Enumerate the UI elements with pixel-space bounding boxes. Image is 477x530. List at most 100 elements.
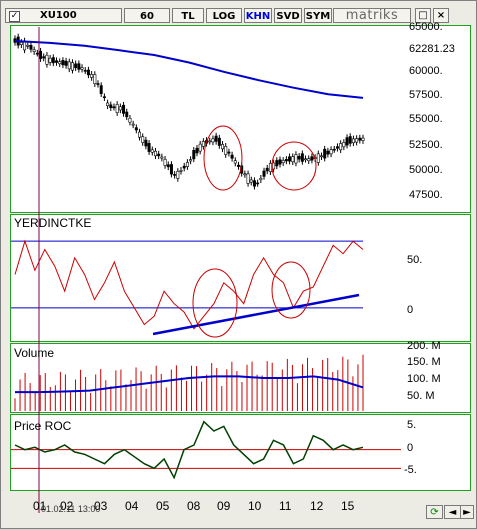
period-button[interactable]: 60: [124, 8, 170, 23]
candle-body: [304, 158, 308, 161]
candle-body: [55, 60, 59, 63]
candle-body: [64, 60, 68, 66]
refresh-icon[interactable]: ⟳: [426, 505, 443, 519]
volume-panel[interactable]: [10, 343, 471, 413]
candle-body: [265, 167, 269, 172]
symbol-selector[interactable]: ✓ XU100: [5, 8, 122, 23]
volume-title: Volume: [14, 346, 55, 360]
candle-body: [281, 160, 285, 163]
x-month-label: 11: [279, 499, 292, 513]
candle-body: [35, 52, 39, 55]
candle-body: [230, 154, 234, 159]
volume-moving-average-line: [15, 375, 364, 394]
x-month-label: 09: [217, 499, 231, 513]
x-month-label: 03: [94, 499, 108, 513]
candle-body: [262, 170, 266, 177]
candle-body: [160, 156, 164, 159]
candle-body: [163, 158, 167, 166]
candle-body: [93, 74, 97, 85]
restore-icon[interactable]: □: [415, 8, 431, 23]
price-y-label: 62281.23: [409, 43, 455, 55]
candle-body: [42, 56, 46, 59]
x-month-label: 01: [33, 499, 47, 513]
yerdinc-line: [14, 239, 364, 330]
candle-body: [278, 159, 282, 165]
candle-body: [61, 60, 65, 66]
yerdinc-panel[interactable]: [10, 214, 471, 342]
candle-body: [166, 164, 170, 168]
candle-body: [198, 143, 202, 152]
highlight-circle: [203, 125, 243, 191]
candle-body: [288, 156, 292, 162]
candle-body: [348, 136, 352, 144]
candle-body: [224, 146, 228, 155]
sym-button[interactable]: SYM: [304, 8, 332, 23]
x-month-label: 15: [341, 499, 355, 513]
candle-body: [179, 169, 183, 172]
candle-body: [86, 69, 90, 76]
candle-body: [326, 150, 330, 155]
candle-body: [275, 160, 279, 167]
candle-body: [58, 61, 62, 65]
candle-body: [80, 67, 84, 70]
x-month-label: 10: [248, 499, 262, 513]
candle-body: [182, 165, 186, 169]
candle-body: [195, 147, 199, 154]
roc-panel[interactable]: [10, 414, 471, 491]
price-y-label: 47500.: [409, 189, 443, 201]
candle-body: [45, 54, 49, 65]
close-icon[interactable]: ×: [433, 8, 449, 23]
currency-button[interactable]: TL: [172, 8, 204, 23]
candle-body: [134, 127, 138, 131]
candle-body: [96, 83, 100, 85]
candle-body: [150, 149, 154, 153]
roc-line: [14, 420, 364, 480]
candle-body: [335, 146, 339, 149]
candle-body: [144, 139, 148, 147]
log-scale-button[interactable]: LOG: [206, 8, 242, 23]
roc-y-label: -5.: [404, 464, 417, 476]
highlight-circle: [271, 261, 311, 319]
candle-body: [90, 74, 94, 78]
candle-body: [339, 143, 343, 151]
volume-y-label: 150. M: [407, 356, 441, 368]
x-month-label: 05: [156, 499, 170, 513]
volume-y-label: 200. M: [407, 340, 441, 352]
scroll-left-icon[interactable]: ◄: [444, 505, 461, 519]
svd-button[interactable]: SVD: [274, 8, 302, 23]
candle-body: [246, 173, 250, 184]
candle-body: [291, 156, 295, 163]
candle-body: [201, 141, 205, 147]
price-y-label: 57500.: [409, 89, 443, 101]
candle-body: [323, 148, 327, 159]
price-panel[interactable]: [10, 25, 471, 213]
scroll-right-icon[interactable]: ►: [460, 505, 474, 519]
candle-body: [173, 174, 177, 176]
roc-title: Price ROC: [14, 419, 72, 433]
candle-body: [157, 153, 161, 157]
candle-body: [329, 149, 333, 155]
candle-body: [233, 160, 237, 164]
yerdinc-title: YERDINCTKE: [14, 216, 92, 230]
price-y-label: 55000.: [409, 113, 443, 125]
candle-body: [358, 137, 362, 141]
candle-body: [109, 104, 113, 109]
khn-button[interactable]: KHN: [244, 8, 272, 23]
yerdinc-y-label: 0: [407, 304, 414, 316]
candle-body: [51, 57, 55, 64]
cursor-datetime: 01.02.11 13:00: [41, 504, 101, 514]
roc-y-label: 0: [407, 442, 414, 454]
checkbox-icon[interactable]: ✓: [9, 11, 20, 22]
candle-body: [307, 158, 311, 162]
candle-body: [249, 179, 253, 183]
candle-body: [332, 148, 336, 151]
candle-body: [185, 162, 189, 167]
candle-body: [294, 154, 298, 164]
candle-body: [221, 144, 225, 150]
candle-body: [319, 155, 323, 158]
candle-body: [141, 136, 145, 143]
symbol-label: XU100: [40, 10, 77, 21]
candle-body: [19, 42, 23, 46]
candle-body: [243, 173, 247, 176]
